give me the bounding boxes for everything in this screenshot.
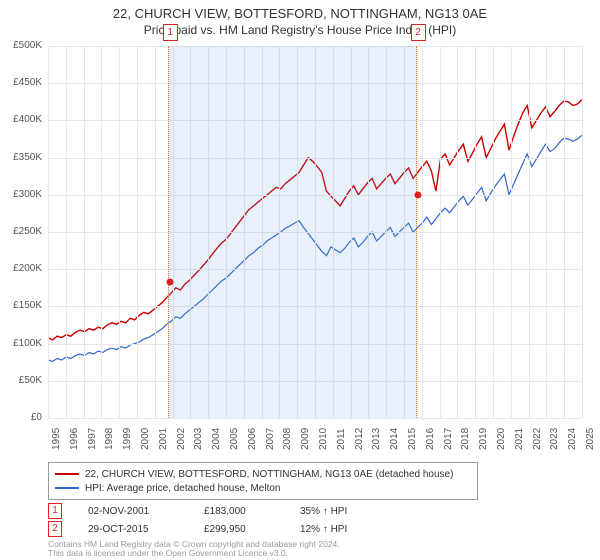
gridline-v xyxy=(457,46,458,418)
gridline-v xyxy=(48,46,49,418)
x-tick-label: 2018 xyxy=(460,428,471,450)
gridline-v xyxy=(422,46,423,418)
x-tick-label: 2009 xyxy=(300,428,311,450)
sale-price-1: £183,000 xyxy=(204,506,274,517)
x-tick-label: 1997 xyxy=(87,428,98,450)
title-block: 22, CHURCH VIEW, BOTTESFORD, NOTTINGHAM,… xyxy=(0,0,600,37)
y-tick-label: £100K xyxy=(2,338,42,349)
chart-container: 22, CHURCH VIEW, BOTTESFORD, NOTTINGHAM,… xyxy=(0,0,600,560)
x-tick-label: 2003 xyxy=(193,428,204,450)
y-tick-label: £350K xyxy=(2,152,42,163)
x-tick-label: 2008 xyxy=(282,428,293,450)
sale-point-marker: 2 xyxy=(411,24,426,41)
legend-box: 22, CHURCH VIEW, BOTTESFORD, NOTTINGHAM,… xyxy=(48,462,478,500)
sale-row: 2 29-OCT-2015 £299,950 12% ↑ HPI xyxy=(48,520,347,538)
legend-label-0: 22, CHURCH VIEW, BOTTESFORD, NOTTINGHAM,… xyxy=(85,469,453,480)
x-tick-label: 1998 xyxy=(104,428,115,450)
x-tick-label: 2000 xyxy=(140,428,151,450)
y-tick-label: £50K xyxy=(2,375,42,386)
x-tick-label: 2021 xyxy=(514,428,525,450)
x-tick-label: 2019 xyxy=(478,428,489,450)
legend-label-1: HPI: Average price, detached house, Melt… xyxy=(85,483,281,494)
shaded-band xyxy=(168,46,417,418)
legend-row: 22, CHURCH VIEW, BOTTESFORD, NOTTINGHAM,… xyxy=(55,467,471,481)
footer-attribution: Contains HM Land Registry data © Crown c… xyxy=(48,540,340,559)
sale-date-1: 02-NOV-2001 xyxy=(88,506,178,517)
sale-point-dot xyxy=(166,278,173,285)
chart-plot-area: £0£50K£100K£150K£200K£250K£300K£350K£400… xyxy=(48,46,582,418)
y-tick-label: £450K xyxy=(2,77,42,88)
y-tick-label: £500K xyxy=(2,40,42,51)
x-tick-label: 2017 xyxy=(443,428,454,450)
x-tick-label: 2016 xyxy=(425,428,436,450)
gridline-v xyxy=(546,46,547,418)
gridline-v xyxy=(137,46,138,418)
legend-swatch-0 xyxy=(55,473,79,475)
sale-point-marker: 1 xyxy=(163,24,178,41)
x-tick-label: 2020 xyxy=(496,428,507,450)
gridline-v xyxy=(582,46,583,418)
sale-marker-1: 1 xyxy=(48,503,62,519)
x-tick-label: 2004 xyxy=(211,428,222,450)
footer-line2: This data is licensed under the Open Gov… xyxy=(48,549,340,558)
sale-row: 1 02-NOV-2001 £183,000 35% ↑ HPI xyxy=(48,502,347,520)
x-tick-label: 2011 xyxy=(336,428,347,450)
y-tick-label: £0 xyxy=(2,412,42,423)
x-tick-label: 2012 xyxy=(354,428,365,450)
gridline-v xyxy=(119,46,120,418)
gridline-v xyxy=(101,46,102,418)
x-tick-label: 2015 xyxy=(407,428,418,450)
x-tick-label: 2005 xyxy=(229,428,240,450)
x-tick-label: 2025 xyxy=(585,428,596,450)
y-tick-label: £400K xyxy=(2,114,42,125)
sale-hpi-2: 12% ↑ HPI xyxy=(300,524,347,535)
sale-price-2: £299,950 xyxy=(204,524,274,535)
y-tick-label: £250K xyxy=(2,226,42,237)
y-tick-label: £300K xyxy=(2,189,42,200)
sales-table: 1 02-NOV-2001 £183,000 35% ↑ HPI 2 29-OC… xyxy=(48,502,347,538)
x-tick-label: 2024 xyxy=(567,428,578,450)
gridline-v xyxy=(564,46,565,418)
gridline-v xyxy=(66,46,67,418)
x-tick-label: 1995 xyxy=(51,428,62,450)
gridline-v xyxy=(493,46,494,418)
x-tick-label: 2007 xyxy=(265,428,276,450)
x-tick-label: 2022 xyxy=(532,428,543,450)
x-tick-label: 1996 xyxy=(69,428,80,450)
x-tick-label: 2010 xyxy=(318,428,329,450)
gridline-v xyxy=(155,46,156,418)
gridline-v xyxy=(440,46,441,418)
gridline-v xyxy=(511,46,512,418)
y-tick-label: £150K xyxy=(2,300,42,311)
y-tick-label: £200K xyxy=(2,263,42,274)
sale-point-dot xyxy=(414,191,421,198)
x-tick-label: 2006 xyxy=(247,428,258,450)
x-tick-label: 2001 xyxy=(158,428,169,450)
gridline-h xyxy=(48,418,582,419)
title-line2: Price paid vs. HM Land Registry's House … xyxy=(0,23,600,37)
legend-row: HPI: Average price, detached house, Melt… xyxy=(55,481,471,495)
sale-date-2: 29-OCT-2015 xyxy=(88,524,178,535)
sale-marker-2: 2 xyxy=(48,521,62,537)
gridline-v xyxy=(529,46,530,418)
x-tick-label: 2014 xyxy=(389,428,400,450)
gridline-v xyxy=(475,46,476,418)
x-tick-label: 2002 xyxy=(176,428,187,450)
x-tick-label: 2013 xyxy=(371,428,382,450)
gridline-v xyxy=(84,46,85,418)
legend-swatch-1 xyxy=(55,487,79,489)
x-tick-label: 2023 xyxy=(549,428,560,450)
title-line1: 22, CHURCH VIEW, BOTTESFORD, NOTTINGHAM,… xyxy=(0,6,600,21)
sale-hpi-1: 35% ↑ HPI xyxy=(300,506,347,517)
x-tick-label: 1999 xyxy=(122,428,133,450)
